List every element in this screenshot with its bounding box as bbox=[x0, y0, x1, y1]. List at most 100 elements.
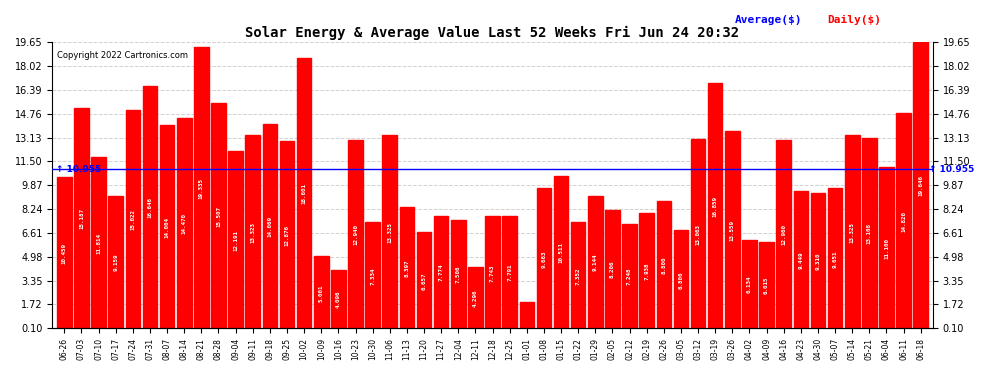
Text: 7.743: 7.743 bbox=[490, 264, 495, 282]
Text: 5.001: 5.001 bbox=[319, 284, 324, 302]
Text: 16.646: 16.646 bbox=[148, 197, 152, 218]
Text: 9.159: 9.159 bbox=[113, 254, 118, 272]
Bar bbox=[844, 135, 859, 330]
Text: 7.334: 7.334 bbox=[370, 267, 375, 285]
Bar bbox=[143, 86, 157, 330]
Text: 8.800: 8.800 bbox=[661, 256, 666, 274]
Text: 6.015: 6.015 bbox=[764, 277, 769, 294]
Bar bbox=[879, 167, 894, 330]
Bar bbox=[725, 131, 740, 330]
Bar bbox=[177, 118, 191, 330]
Text: 9.663: 9.663 bbox=[542, 250, 546, 268]
Text: 13.559: 13.559 bbox=[730, 220, 735, 241]
Bar bbox=[623, 224, 637, 330]
Text: 19.335: 19.335 bbox=[199, 178, 204, 199]
Bar bbox=[348, 140, 362, 330]
Bar bbox=[314, 256, 329, 330]
Text: 13.323: 13.323 bbox=[250, 222, 255, 243]
Text: 11.814: 11.814 bbox=[96, 232, 101, 254]
Bar bbox=[502, 216, 517, 330]
Bar bbox=[417, 232, 432, 330]
Text: 7.352: 7.352 bbox=[575, 267, 581, 285]
Bar bbox=[159, 125, 174, 330]
Bar bbox=[434, 216, 448, 330]
Bar bbox=[262, 124, 277, 330]
Bar bbox=[896, 113, 911, 330]
Text: 8.206: 8.206 bbox=[610, 261, 615, 278]
Bar bbox=[794, 191, 808, 330]
Bar bbox=[194, 47, 209, 330]
Text: 6.806: 6.806 bbox=[678, 271, 683, 288]
Text: 13.063: 13.063 bbox=[696, 224, 701, 245]
Text: Average($): Average($) bbox=[735, 15, 802, 25]
Bar bbox=[57, 177, 71, 330]
Text: 7.938: 7.938 bbox=[644, 263, 649, 280]
Bar bbox=[605, 210, 620, 330]
Bar bbox=[400, 207, 414, 330]
Text: 9.449: 9.449 bbox=[798, 252, 803, 269]
Text: 18.601: 18.601 bbox=[302, 183, 307, 204]
Bar bbox=[331, 270, 346, 330]
Text: 13.108: 13.108 bbox=[867, 223, 872, 244]
Bar bbox=[74, 108, 89, 330]
Bar bbox=[520, 302, 534, 330]
Text: 12.876: 12.876 bbox=[284, 225, 289, 246]
Text: 14.069: 14.069 bbox=[267, 216, 272, 237]
Bar bbox=[382, 135, 397, 330]
Text: 6.657: 6.657 bbox=[422, 272, 427, 290]
Text: 4.296: 4.296 bbox=[473, 290, 478, 307]
Bar bbox=[914, 42, 928, 330]
Text: 12.191: 12.191 bbox=[233, 230, 239, 251]
Text: 12.960: 12.960 bbox=[781, 224, 786, 245]
Text: 9.144: 9.144 bbox=[593, 254, 598, 272]
Bar bbox=[109, 196, 123, 330]
Bar bbox=[691, 139, 705, 330]
Bar bbox=[229, 152, 243, 330]
Text: ↑ 10.955: ↑ 10.955 bbox=[930, 165, 974, 174]
Bar bbox=[365, 222, 380, 330]
Text: 7.248: 7.248 bbox=[627, 268, 632, 285]
Text: 11.100: 11.100 bbox=[884, 238, 889, 259]
Text: 9.310: 9.310 bbox=[816, 253, 821, 270]
Bar bbox=[656, 201, 671, 330]
Bar bbox=[571, 222, 585, 330]
Bar bbox=[708, 83, 723, 330]
Text: 15.507: 15.507 bbox=[216, 206, 221, 227]
Bar bbox=[588, 196, 603, 330]
Text: 6.134: 6.134 bbox=[747, 276, 752, 293]
Text: 19.646: 19.646 bbox=[919, 176, 924, 196]
Text: 8.397: 8.397 bbox=[404, 260, 410, 277]
Text: 14.820: 14.820 bbox=[901, 211, 906, 232]
Bar bbox=[811, 194, 826, 330]
Text: Copyright 2022 Cartronics.com: Copyright 2022 Cartronics.com bbox=[56, 51, 188, 60]
Bar bbox=[776, 140, 791, 330]
Text: Daily($): Daily($) bbox=[827, 15, 881, 25]
Bar bbox=[640, 213, 654, 330]
Bar bbox=[91, 157, 106, 330]
Bar bbox=[126, 110, 141, 330]
Bar bbox=[485, 216, 500, 330]
Bar bbox=[828, 189, 842, 330]
Bar bbox=[211, 103, 226, 330]
Title: Solar Energy & Average Value Last 52 Weeks Fri Jun 24 20:32: Solar Energy & Average Value Last 52 Wee… bbox=[246, 26, 740, 40]
Bar bbox=[451, 220, 465, 330]
Text: 13.325: 13.325 bbox=[387, 222, 392, 243]
Bar bbox=[537, 188, 551, 330]
Text: 15.187: 15.187 bbox=[79, 208, 84, 229]
Text: 9.651: 9.651 bbox=[833, 250, 838, 268]
Bar bbox=[759, 242, 774, 330]
Text: 10.459: 10.459 bbox=[61, 243, 67, 264]
Bar bbox=[246, 135, 260, 330]
Text: 12.940: 12.940 bbox=[353, 225, 358, 246]
Text: 15.022: 15.022 bbox=[131, 209, 136, 230]
Bar bbox=[553, 176, 568, 330]
Text: 16.859: 16.859 bbox=[713, 196, 718, 217]
Bar bbox=[862, 138, 876, 330]
Text: 7.506: 7.506 bbox=[455, 266, 460, 284]
Text: 7.791: 7.791 bbox=[507, 264, 512, 281]
Text: 7.774: 7.774 bbox=[439, 264, 444, 282]
Bar bbox=[673, 230, 688, 330]
Bar bbox=[468, 267, 483, 330]
Text: 14.470: 14.470 bbox=[182, 213, 187, 234]
Bar bbox=[742, 240, 756, 330]
